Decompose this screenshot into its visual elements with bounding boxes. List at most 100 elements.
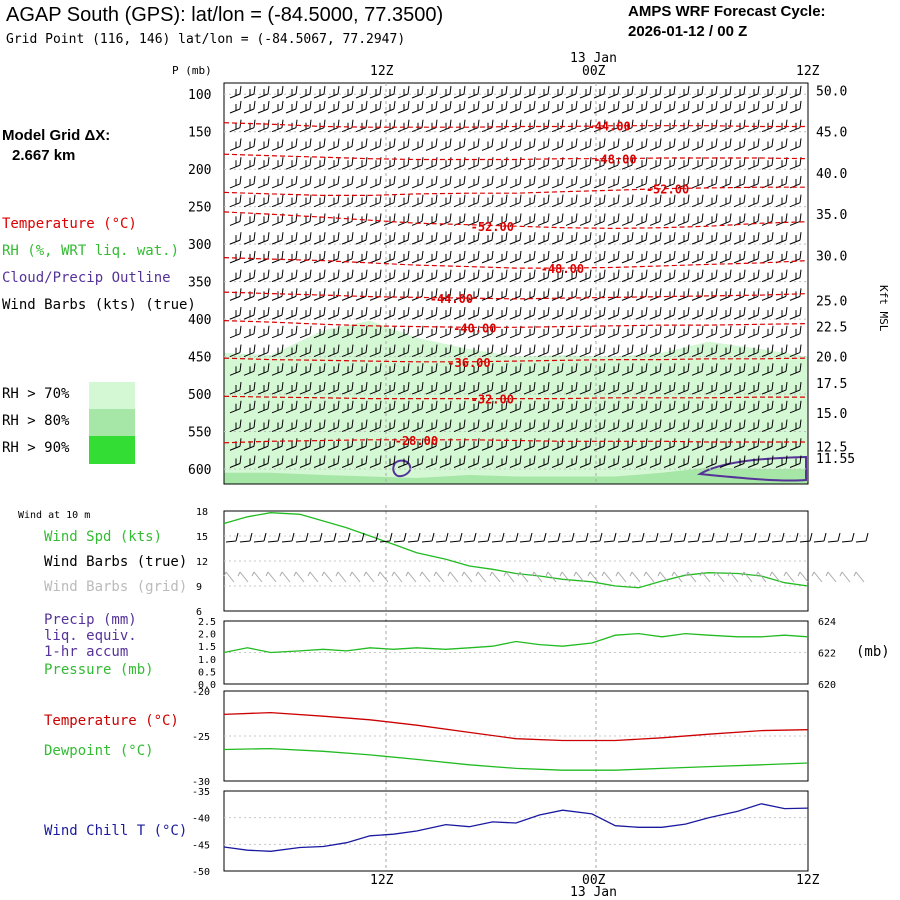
wind-barb-true (827, 532, 841, 543)
wind-barb (747, 194, 760, 208)
wind-barb (257, 85, 270, 99)
wind-barb (789, 344, 802, 358)
wind-barb (257, 269, 270, 283)
wind-barb (509, 194, 522, 208)
wind-barb (495, 119, 508, 133)
wind-barb-true (533, 532, 547, 543)
wind-barb (733, 250, 746, 264)
wind-barb (467, 381, 480, 395)
wind-barb (271, 455, 284, 468)
wind-barb (257, 157, 270, 170)
wind-barb-true (785, 532, 799, 543)
wind-barb (523, 381, 536, 395)
wind-barb (607, 194, 620, 208)
wind-barb (313, 232, 326, 245)
wind-barb (719, 363, 732, 376)
wind-barb (579, 419, 592, 432)
wind-barb (229, 381, 242, 395)
wind-barb (691, 269, 704, 283)
wind-barb (453, 157, 466, 170)
bottom-time-12z-a: 12Z (370, 873, 394, 888)
precip-tick: 0.0 (198, 680, 216, 691)
wind-barb (453, 363, 466, 376)
wind-barb (789, 100, 802, 114)
wind-barb (243, 381, 256, 395)
wind-barb (355, 307, 368, 320)
wind-barb (691, 194, 704, 208)
pressure-tick: 620 (818, 680, 836, 691)
wind-barb (747, 269, 760, 283)
wind-barb (733, 213, 746, 226)
wind-barb (369, 325, 382, 339)
wind-barb (579, 288, 592, 301)
wind-barb (509, 157, 522, 170)
wind-barb-true (239, 532, 253, 543)
wind-barb-grid (825, 571, 837, 583)
wind-speed-line (223, 512, 809, 589)
wind-barb-true (491, 532, 505, 543)
wind-barb (285, 400, 298, 414)
wind-barb (775, 363, 788, 376)
wind-barb (719, 213, 732, 226)
wind-barb (481, 138, 494, 151)
wind-barb-grid (517, 571, 529, 583)
wind-barb (397, 400, 410, 414)
wind-barb-grid (503, 571, 515, 583)
wind-barb (439, 325, 452, 339)
wind-barb (495, 419, 508, 432)
wind-barb (411, 175, 424, 189)
wind-barb (565, 194, 578, 208)
wind-barb (355, 419, 368, 432)
wind-barb (607, 455, 620, 468)
wind-barb (271, 194, 284, 208)
wind-barb (369, 455, 382, 468)
wind-barb (551, 175, 564, 189)
wind-barb (271, 400, 284, 414)
wind-barb (313, 213, 326, 226)
wind-barb (649, 100, 662, 114)
wind-barb (453, 307, 466, 320)
wind-barb (607, 213, 620, 226)
wind-barb (271, 419, 284, 432)
wind-barb (271, 438, 284, 451)
wind-barb (257, 363, 270, 376)
wind-barb (537, 419, 550, 432)
wind-barb (761, 419, 774, 432)
wind-barb (397, 325, 410, 339)
wind-barb (537, 85, 550, 99)
wind-barb (327, 250, 340, 264)
legend-rh70-label: RH > 70% (2, 386, 70, 402)
wind-barb (383, 381, 396, 395)
temperature-tick: -20 (192, 687, 210, 698)
wind-barb-true (225, 532, 239, 543)
wind-barb-grid (559, 571, 571, 583)
wind-barb (271, 381, 284, 395)
wind-barb (229, 455, 242, 468)
wind-barb-true (435, 532, 449, 543)
wind-barb (705, 157, 718, 170)
wind-barb (355, 344, 368, 358)
wind-barb (229, 419, 242, 432)
wind-barb (677, 194, 690, 208)
wind-barb (229, 344, 242, 358)
wind-barb (537, 119, 550, 133)
wind-barb-true (421, 532, 435, 543)
wind-barb (327, 175, 340, 189)
wind-barb (705, 138, 718, 151)
wind-barb (593, 455, 606, 468)
wind-barb-grid (419, 571, 431, 583)
wind-barb (327, 194, 340, 208)
pressure-tick-label: 250 (188, 201, 211, 216)
wind-barb (635, 455, 648, 468)
kft-tick-label: 40.0 (816, 167, 847, 182)
wind-barb (439, 100, 452, 114)
wind-barb (677, 85, 690, 99)
wind-barb (719, 232, 732, 245)
wind-barb (663, 288, 676, 301)
wind-barb-grid (461, 571, 473, 583)
wind-barb (593, 344, 606, 358)
wind-barb (663, 157, 676, 170)
wind-barb (747, 175, 760, 189)
wind-barb (467, 232, 480, 245)
wind-barb (229, 307, 242, 320)
